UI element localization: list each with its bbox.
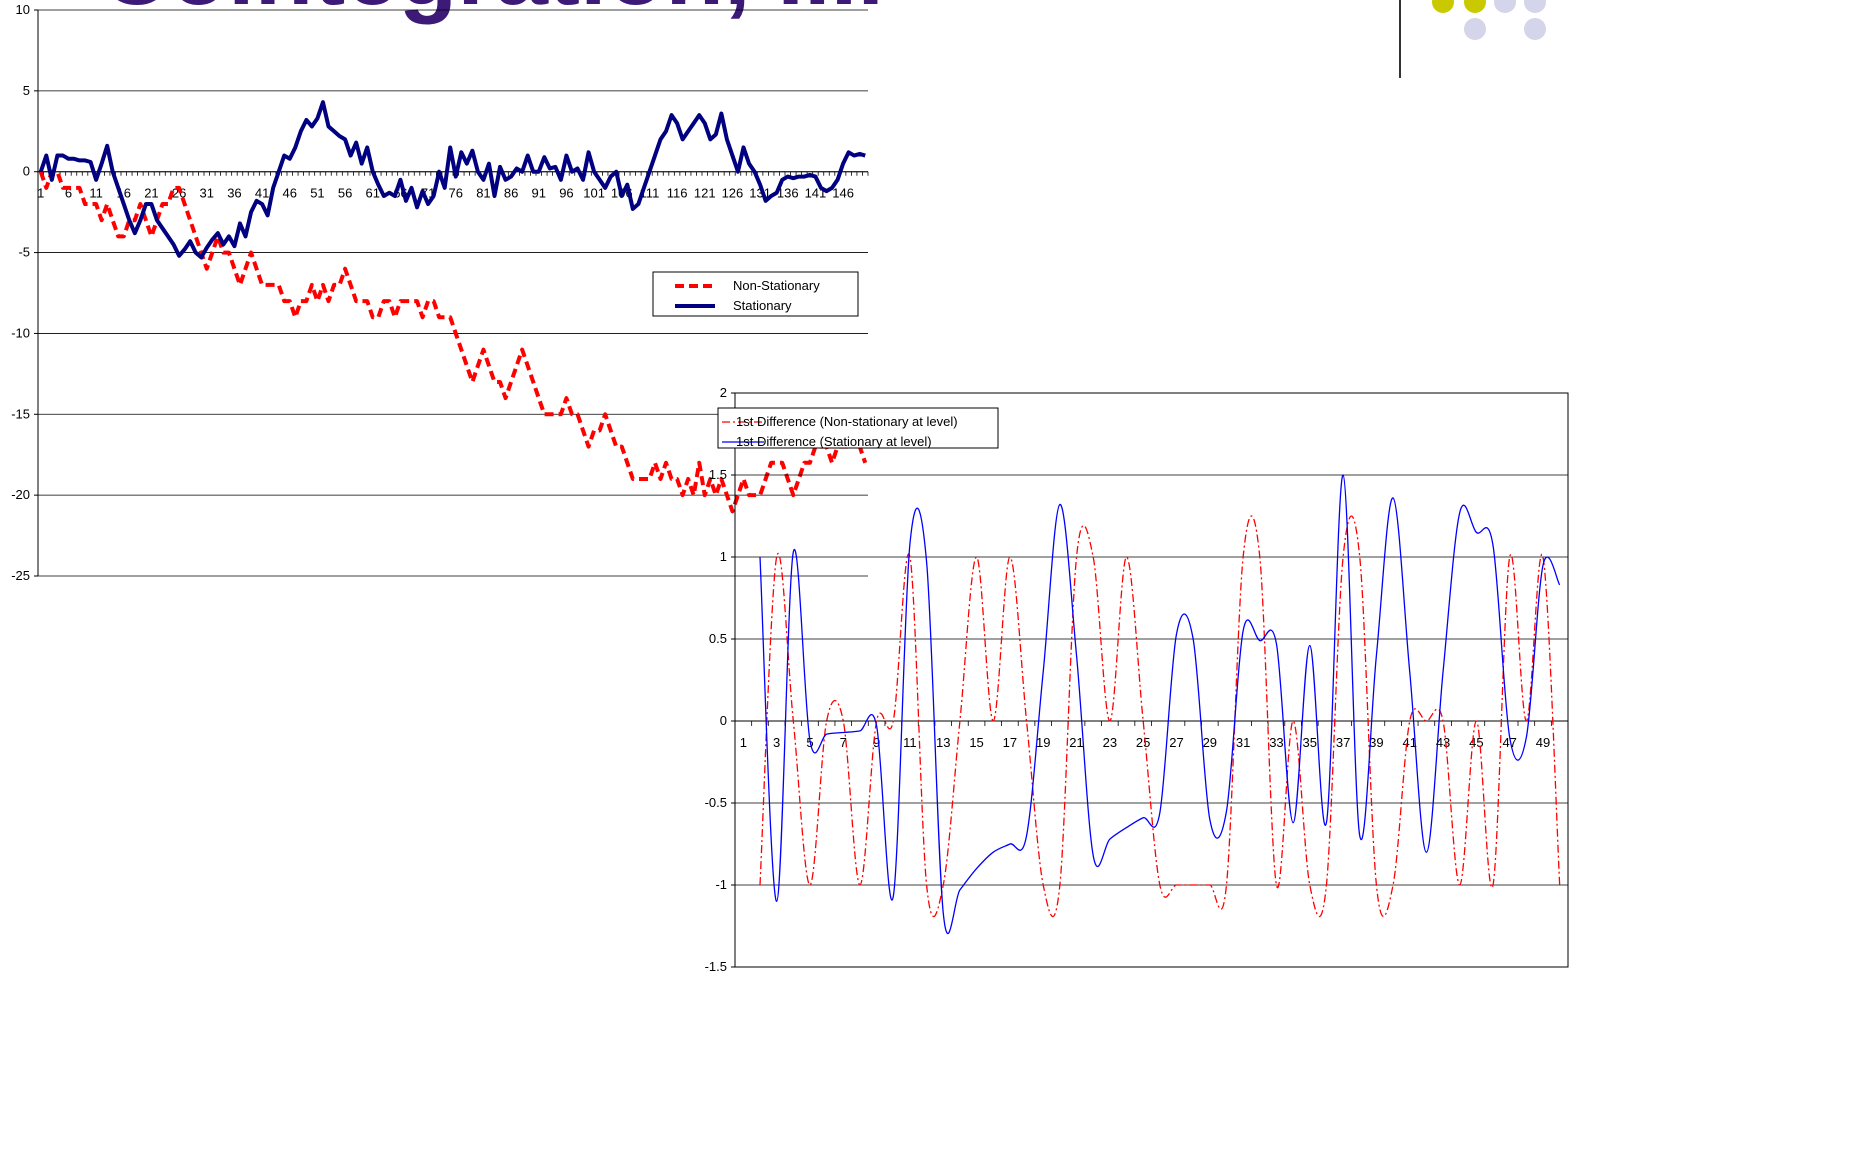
series-line [759, 474, 1561, 935]
x-tick-label: 96 [559, 186, 573, 201]
y-tick-label: 0 [720, 713, 727, 728]
y-tick-label: -1 [715, 877, 727, 892]
x-tick-label: 11 [903, 735, 917, 750]
x-tick-label: 121 [694, 186, 716, 201]
y-tick-label: 0 [23, 164, 30, 179]
x-tick-label: 35 [1303, 735, 1317, 750]
y-tick-label: 1 [720, 549, 727, 564]
plot-frame [734, 392, 1569, 968]
x-tick-label: 21 [1069, 735, 1083, 750]
decor-dot [1524, 18, 1546, 40]
legend-label: Stationary [733, 298, 792, 313]
x-tick-label: 1 [740, 735, 747, 750]
x-tick-label: 13 [936, 735, 950, 750]
y-tick-label: 1.5 [709, 467, 727, 482]
series-line [38, 169, 868, 514]
x-tick-label: 25 [1136, 735, 1150, 750]
legend-box [717, 407, 999, 449]
x-tick-label: 27 [1169, 735, 1183, 750]
x-tick-label: 9 [873, 735, 880, 750]
y-tick-label: -5 [18, 245, 30, 260]
chart: -1.5-1-0.500.511.521 3 5 7 9 11 13 15 17 19 21 23 25… [705, 385, 1569, 974]
y-tick-label: 5 [23, 83, 30, 98]
x-tick-label: 41 [255, 186, 269, 201]
x-tick-label: 81 [476, 186, 490, 201]
x-tick-label: 136 [777, 186, 799, 201]
x-tick-label: 45 [1469, 735, 1483, 750]
x-tick-label: 31 [1236, 735, 1250, 750]
x-tick-label: 1 [37, 186, 44, 201]
legend-label: Non-Stationary [733, 278, 820, 293]
legend-label: 1st Difference (Stationary at level) [736, 434, 932, 449]
x-tick-label: 91 [532, 186, 546, 201]
x-tick-label: 51 [310, 186, 324, 201]
x-tick-label: 126 [722, 186, 744, 201]
x-tick-label: 49 [1536, 735, 1550, 750]
legend-label: 1st Difference (Non-stationary at level) [736, 414, 958, 429]
x-tick-label: 46 [283, 186, 297, 201]
x-tick-label: 6 [65, 186, 72, 201]
x-tick-label: 31 [200, 186, 214, 201]
x-tick-label: 29 [1203, 735, 1217, 750]
decor-dot [1464, 18, 1486, 40]
y-tick-label: -1.5 [705, 959, 727, 974]
x-tick-label: 7 [840, 735, 847, 750]
decor-dot [1494, 0, 1516, 13]
x-tick-label: 146 [832, 186, 854, 201]
x-tick-label: 116 [667, 186, 688, 201]
y-tick-label: -15 [11, 406, 30, 421]
y-tick-label: 2 [720, 385, 727, 400]
y-tick-label: -0.5 [705, 795, 727, 810]
x-tick-label: 37 [1336, 735, 1350, 750]
legend-box [652, 271, 859, 317]
decor-dot [1524, 0, 1546, 13]
x-tick-label: 3 [773, 735, 780, 750]
x-tick-label: 56 [338, 186, 352, 201]
x-tick-label: 86 [504, 186, 518, 201]
series-line [38, 100, 866, 260]
y-tick-label: 0.5 [709, 631, 727, 646]
decor-dot [1464, 0, 1486, 13]
series-line [759, 515, 1561, 918]
slide-title: Cointegration, I.I. [100, 0, 884, 25]
x-tick-label: 36 [227, 186, 241, 201]
x-tick-label: 101 [583, 186, 605, 201]
x-tick-label: 47 [1502, 735, 1516, 750]
y-tick-label: -20 [11, 487, 30, 502]
x-tick-label: 61 [366, 186, 380, 201]
x-tick-label: 23 [1103, 735, 1117, 750]
x-tick-label: 76 [449, 186, 463, 201]
x-tick-label: 33 [1269, 735, 1283, 750]
y-tick-label: 10 [16, 2, 30, 17]
y-tick-label: -10 [11, 325, 30, 340]
x-tick-label: 15 [969, 735, 983, 750]
x-tick-label: 39 [1369, 735, 1383, 750]
x-tick-label: 17 [1003, 735, 1017, 750]
x-tick-label: 21 [144, 186, 158, 201]
decor-dot [1432, 0, 1454, 13]
y-tick-label: -25 [11, 568, 30, 583]
x-tick-label: 19 [1036, 735, 1050, 750]
x-tick-label: 11 [89, 186, 103, 201]
